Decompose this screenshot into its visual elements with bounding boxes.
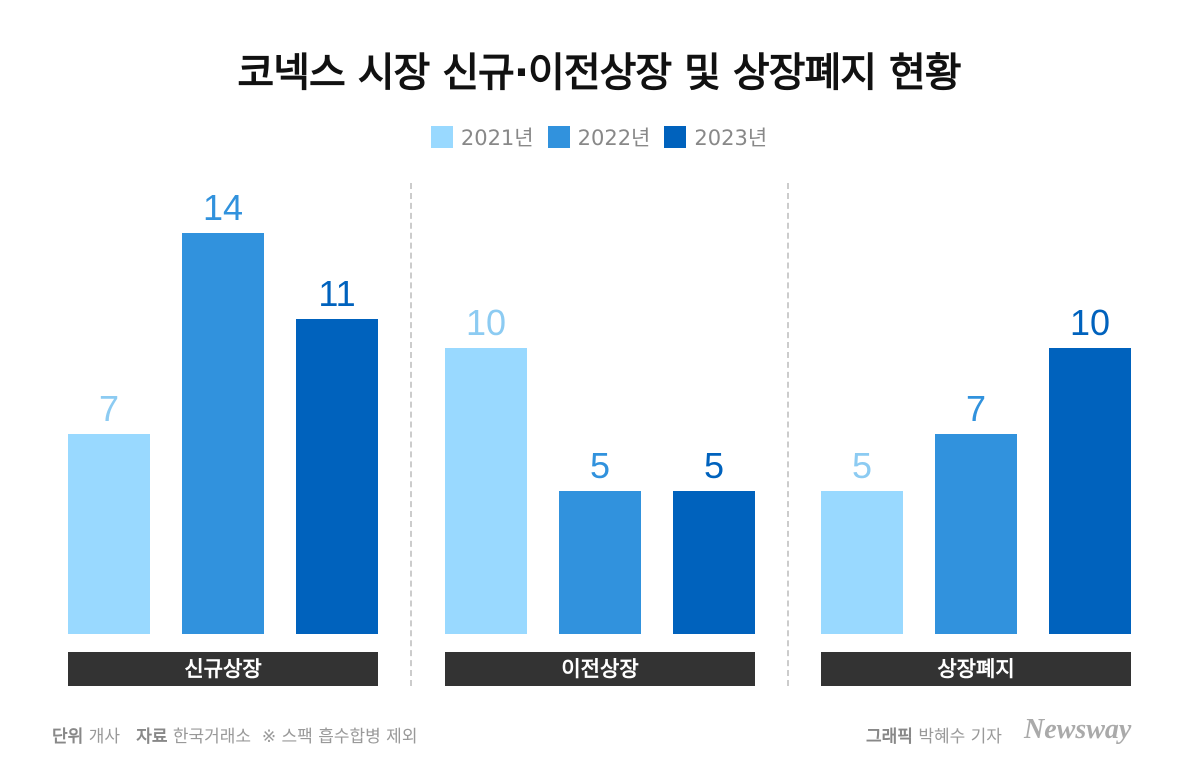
data-label: 7 [98,387,120,429]
data-label: 5 [703,444,725,486]
footer-right: 그래픽 박혜수 기자 [866,722,1002,747]
source-label: 자료 [136,727,168,747]
data-label: 14 [202,187,244,228]
data-label: 10 [1069,301,1111,343]
bar [559,490,641,634]
chart-title: 코넥스 시장 신규·이전상장 및 상장폐지 현황 [237,50,961,96]
category-label: 상장폐지 [821,652,1131,686]
legend-label: 2022년 [577,126,651,150]
legend-swatch [547,126,570,148]
category-label: 이전상장 [445,652,755,686]
group-divider [410,183,412,686]
data-label: 5 [589,444,611,486]
bar [182,233,264,634]
source-value: 한국거래소 [172,727,252,747]
bar [935,433,1017,634]
graphic-label: 그래픽 [866,727,913,747]
bar [673,490,755,634]
data-label: 7 [965,387,987,429]
data-label: 5 [851,444,873,486]
unit-label: 단위 [52,727,84,747]
bar [68,433,150,634]
legend-item-2022: 2022년 [547,122,651,152]
category-label: 신규상장 [68,652,378,686]
data-label: 11 [318,272,356,314]
bar [821,490,903,634]
bar [445,347,527,634]
legend-label: 2023년 [694,126,768,150]
bar [1049,347,1131,634]
bar [296,318,378,634]
legend-item-2023: 2023년 [664,122,767,152]
data-label: 10 [465,301,507,343]
unit-value: 개사 [88,727,120,747]
footer-left: 단위 개사 자료 한국거래소 ※ 스팩 흡수합병 제외 [52,722,417,747]
legend-item-2021: 2021년 [430,122,534,152]
legend: 2021년 2022년 2023년 [0,122,1198,152]
group-divider [787,183,789,686]
legend-label: 2021년 [460,126,534,150]
graphic-value: 박혜수 기자 [918,727,1002,747]
newsway-logo: Newsway [1024,714,1132,745]
legend-swatch [430,126,453,148]
footnote: ※ 스팩 흡수합병 제외 [261,727,418,747]
legend-swatch [664,126,687,148]
